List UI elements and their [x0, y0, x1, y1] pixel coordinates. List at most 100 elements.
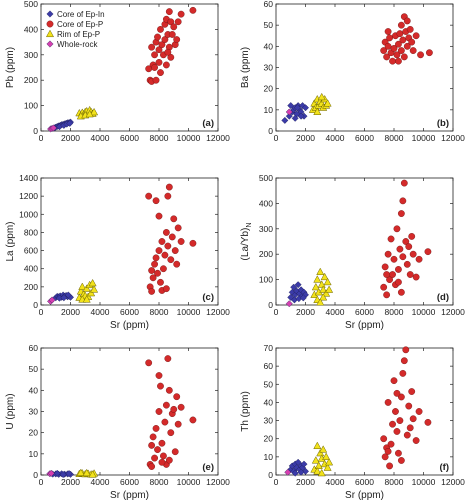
legend-label: Whole-rock — [57, 40, 98, 49]
data-point — [299, 294, 307, 302]
panel-label: (b) — [437, 118, 449, 129]
data-point — [88, 278, 97, 287]
data-point — [149, 274, 157, 282]
data-point — [400, 179, 408, 187]
y-axis-label: Ba (ppm) — [240, 47, 251, 88]
y-tick-label: 200 — [24, 75, 38, 85]
data-point — [152, 76, 160, 84]
y-tick-label: 60 — [264, 361, 274, 371]
data-point — [397, 457, 405, 464]
data-point — [409, 47, 417, 54]
y-axis-label: La (ppm) — [5, 221, 16, 261]
data-point — [162, 229, 170, 236]
series-core-of-ep-p — [380, 346, 432, 470]
data-point — [82, 295, 91, 303]
y-tick-label: 10 — [264, 452, 274, 462]
data-point — [380, 435, 388, 443]
data-point — [316, 267, 325, 276]
data-point — [402, 238, 410, 245]
data-point — [158, 41, 166, 49]
data-point — [383, 271, 391, 278]
data-point — [151, 454, 158, 462]
panel-b: 0 2000 4000 6000 8000 10000 12000 0 10 20 30 40 50 60… — [240, 0, 465, 143]
data-point — [291, 114, 299, 122]
data-point — [177, 238, 185, 245]
x-tick-label: 4000 — [326, 133, 345, 143]
data-point — [170, 23, 178, 31]
data-point — [408, 233, 416, 240]
panel-e: 0 2000 4000 6000 8000 10000 12000 0 10 20 30 40 50 60… — [5, 343, 230, 501]
panel-label: (f) — [440, 462, 450, 473]
data-point — [320, 272, 329, 281]
data-point — [415, 255, 423, 263]
data-point — [158, 439, 166, 447]
data-point — [384, 399, 392, 406]
data-point — [90, 285, 99, 293]
y-tick-label: 500 — [24, 0, 38, 9]
data-point — [384, 448, 392, 455]
y-tick-label: 300 — [259, 224, 273, 234]
series-whole-rock — [284, 468, 292, 476]
plot-frame — [275, 347, 454, 476]
data-point — [409, 415, 417, 423]
data-point — [322, 452, 331, 460]
x-tick-label: 2000 — [61, 307, 80, 317]
data-point — [322, 289, 331, 297]
data-point — [313, 467, 322, 475]
series-core-of-ep-p — [145, 183, 197, 295]
data-point — [165, 386, 173, 394]
data-point — [161, 418, 169, 426]
data-point — [424, 418, 432, 426]
data-point — [389, 57, 396, 65]
legend-marker — [46, 40, 54, 48]
x-tick-label: 2000 — [296, 477, 315, 487]
x-tick-label: 8000 — [150, 307, 169, 317]
data-point — [287, 102, 295, 110]
data-point — [189, 416, 197, 424]
x-tick-label: 6000 — [120, 477, 139, 487]
data-point — [395, 40, 402, 48]
data-point — [387, 235, 395, 243]
y-tick-label: 0 — [33, 126, 38, 136]
data-point — [403, 17, 411, 25]
data-point — [151, 51, 158, 59]
x-tick-label: 10000 — [412, 477, 436, 487]
data-point — [383, 291, 391, 299]
data-point — [325, 285, 334, 293]
data-point — [415, 408, 423, 415]
data-point — [397, 288, 405, 296]
x-tick-label: 4000 — [91, 133, 110, 143]
data-point — [177, 10, 185, 18]
x-tick-label: 4000 — [91, 307, 110, 317]
y-tick-label: 0 — [268, 470, 273, 480]
data-point — [155, 59, 163, 66]
data-point — [165, 456, 173, 464]
data-point — [82, 468, 91, 477]
x-tick-label: 4000 — [91, 477, 110, 487]
y-tick-label: 10 — [29, 449, 39, 459]
x-tick-label: 6000 — [120, 133, 139, 143]
legend-label: Rim of Ep-P — [57, 30, 100, 39]
data-point — [384, 250, 392, 258]
data-point — [316, 298, 325, 306]
series-rim-of-ep-p — [308, 92, 332, 115]
data-point — [177, 403, 185, 411]
series-rim-of-ep-p — [75, 468, 99, 478]
data-point — [174, 420, 182, 428]
data-point — [405, 243, 413, 250]
data-point — [425, 49, 433, 57]
y-tick-label: 20 — [264, 434, 274, 444]
series-rim-of-ep-p — [310, 441, 334, 477]
data-point — [300, 460, 308, 468]
data-point — [59, 471, 67, 479]
y-tick-label: 30 — [29, 407, 39, 417]
data-point — [189, 239, 197, 247]
data-point — [152, 197, 160, 205]
data-point — [412, 273, 420, 281]
panel-c: 0 2000 4000 6000 8000 10000 12000 0 200 400 600 800… — [5, 173, 230, 331]
x-tick-label: 10000 — [412, 133, 436, 143]
series-whole-rock — [47, 296, 56, 305]
data-point — [164, 242, 172, 250]
data-point — [290, 283, 298, 291]
